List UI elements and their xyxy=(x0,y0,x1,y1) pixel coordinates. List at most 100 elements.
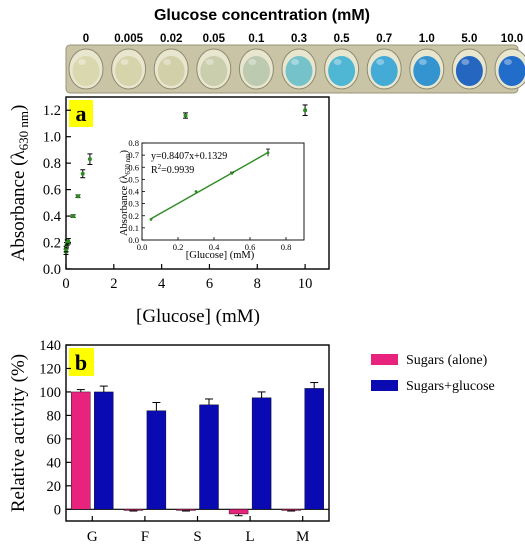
legend-label: Sugars+glucose xyxy=(406,379,495,394)
panel-b-y-tick-label: 100 xyxy=(39,385,61,401)
panel-a-data-point xyxy=(66,239,71,244)
panel-a-x-tick-label: 2 xyxy=(110,276,117,292)
inset-y-tick-label: 0.4 xyxy=(128,187,139,197)
plate-label: 5.0 xyxy=(461,33,477,45)
inset-y-tick-label: 0.8 xyxy=(128,138,139,148)
well-highlight xyxy=(461,59,470,65)
legend-swatch xyxy=(371,354,398,365)
plate-label: 0.7 xyxy=(376,33,392,45)
panel-b: b 0 20 40 60 80 100 120 140 G F S L M Relative activ… xyxy=(8,338,495,545)
panel-b-bars xyxy=(71,382,324,517)
panel-b-y-tick-label: 0 xyxy=(54,502,61,518)
well-liquid xyxy=(370,56,398,86)
inset-y-tick-label: 0.2 xyxy=(128,211,139,221)
plate-label: 0.3 xyxy=(291,33,307,45)
panel-b-y-tick-label: 80 xyxy=(47,408,62,424)
panel-a-x-tick-label: 10 xyxy=(298,276,313,292)
panel-a-data-point xyxy=(75,194,80,199)
plate-label: 10.0 xyxy=(501,33,523,45)
panel-b-category-label: S xyxy=(193,529,201,545)
well-highlight xyxy=(78,59,86,65)
plate-label: 1.0 xyxy=(419,33,435,45)
panel-b-bar-alone xyxy=(228,509,249,515)
panel-b-category-label: F xyxy=(141,529,149,545)
panel-b-y-tick-label: 140 xyxy=(39,338,61,354)
panel-a-x-label: [Glucose] (mM) xyxy=(136,306,260,327)
panel-b-bar-glucose xyxy=(251,397,272,510)
well-highlight xyxy=(376,59,385,65)
panel-a-x-tick-label: 6 xyxy=(206,276,213,292)
panel-a-y-tick-label: 1.2 xyxy=(43,103,61,119)
plate-concentration-labels: 0 0.005 0.02 0.05 0.1 0.3 0.5 0.7 1.0 5.0 10.0 xyxy=(83,33,523,45)
inset-equation: y=0.8407x+0.1329 xyxy=(151,151,227,162)
inset-y-tick-label: 0.6 xyxy=(128,162,139,172)
panel-a-data-point xyxy=(183,113,188,118)
well-liquid xyxy=(498,56,525,86)
inset-r-squared: R2=0.9939 xyxy=(151,163,194,176)
panel-b-category-label: G xyxy=(87,529,98,545)
inset-y-tick-label: 0.7 xyxy=(128,150,139,160)
well-highlight xyxy=(418,59,427,65)
legend-label: Sugars (alone) xyxy=(406,353,488,368)
panel-a-data-point xyxy=(71,214,76,219)
panel-b-y-tick-label: 20 xyxy=(47,479,62,495)
panel-b-category-label: L xyxy=(246,529,255,545)
plate-label: 0.05 xyxy=(203,33,226,45)
panel-b-bar-glucose xyxy=(146,410,167,510)
panel-a-points xyxy=(63,104,308,255)
panel-a-x-tick-label: 8 xyxy=(254,276,261,292)
inset-y-tick-label: 0.1 xyxy=(128,223,139,233)
panel-b-bar-alone xyxy=(176,509,196,511)
panel-a-data-point xyxy=(87,157,92,162)
well-liquid xyxy=(242,56,270,86)
inset-y-label: Absorbance (λ630 nm) xyxy=(119,149,132,236)
inset-data-point xyxy=(266,151,270,155)
panel-b-label: b xyxy=(75,350,87,375)
inset-fit-line xyxy=(150,151,269,220)
panel-a-frame xyxy=(65,96,330,270)
panel-a-label-box xyxy=(69,100,93,127)
panel-b-y-label: Relative activity (%) xyxy=(8,354,29,512)
panel-a-y-tick-label: 0.0 xyxy=(43,262,61,278)
well-highlight xyxy=(504,59,512,65)
inset-x-tick-label: 0.6 xyxy=(245,242,256,252)
inset-data-point xyxy=(149,217,153,221)
well-liquid xyxy=(157,56,185,86)
well-highlight xyxy=(248,59,257,65)
inset-x-tick-label: 0.8 xyxy=(281,242,292,252)
inset-y-tick-label: 0.5 xyxy=(128,174,139,184)
well-highlight xyxy=(163,59,172,65)
well-liquid xyxy=(72,56,100,86)
plate-label: 0 xyxy=(83,33,89,45)
panel-a-y-tick-label: 0.8 xyxy=(43,156,61,172)
well-liquid xyxy=(328,56,356,86)
panel-b-bar-alone xyxy=(123,509,144,511)
inset-chart: 0.0 0.1 0.2 0.3 0.4 0.5 0.6 0.7 0.8 0.0 0.2 0.4 0.6 0… xyxy=(119,138,305,261)
well-liquid xyxy=(285,56,313,86)
well-liquid xyxy=(455,56,483,86)
panel-b-bar-alone xyxy=(281,509,301,511)
well-liquid xyxy=(413,56,441,86)
inset-x-label: [Glucose] (mM) xyxy=(186,250,255,261)
well-highlight xyxy=(291,59,299,65)
well-highlight xyxy=(120,59,129,65)
panel-a-y-label: Absorbance (λ630 nm) xyxy=(8,105,31,262)
plate-label: 0.005 xyxy=(114,33,143,45)
panel-b-legend: Sugars (alone) Sugars+glucose xyxy=(371,353,495,394)
panel-a-y-tick-label: 0.4 xyxy=(43,209,62,225)
inset-points xyxy=(149,148,270,221)
plate-label: 0.02 xyxy=(160,33,182,45)
panel-a-x-tick-label: 4 xyxy=(158,276,166,292)
panel-b-bar-glucose xyxy=(199,404,219,510)
panel-b-bar-alone xyxy=(71,391,91,510)
well-highlight xyxy=(205,59,214,65)
well-highlight xyxy=(333,59,342,65)
panel-b-bar-glucose xyxy=(94,391,114,510)
inset-x-tick-label: 0.2 xyxy=(173,242,184,252)
well-plate-wells xyxy=(68,48,525,90)
panel-a-y-tick-label: 0.6 xyxy=(43,183,61,199)
panel-b-y-tick-label: 120 xyxy=(39,361,61,377)
panel-b-y-tick-label: 60 xyxy=(47,432,62,448)
inset-axes: 0.0 0.1 0.2 0.3 0.4 0.5 0.6 0.7 0.8 0.0 0.2 0.4 0.6 0… xyxy=(128,138,305,252)
